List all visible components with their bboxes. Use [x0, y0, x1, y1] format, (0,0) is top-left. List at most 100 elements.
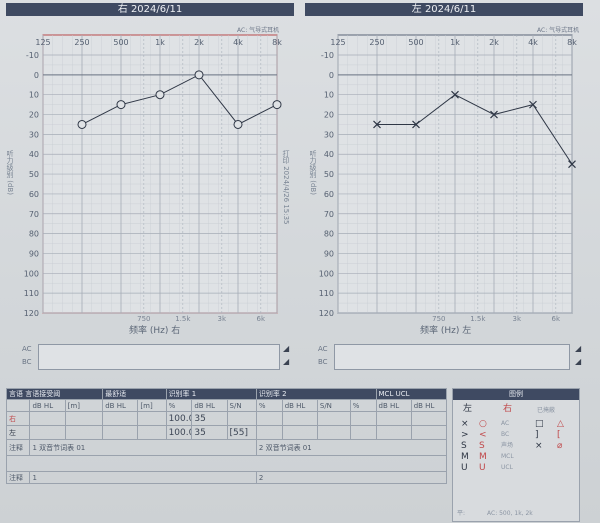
- left-point-1: [412, 120, 420, 129]
- left-db-label-5: 40: [324, 150, 334, 159]
- left-db-label-9: 80: [324, 230, 334, 239]
- left-db-label-12: 110: [319, 289, 334, 298]
- sub-13: dB HL: [410, 399, 448, 412]
- right-db-label-1: 0: [34, 71, 39, 80]
- sub-11: %: [349, 399, 377, 412]
- legend-col-right: 右: [503, 404, 513, 414]
- speech-comment-1: 1 双音节词表 01: [29, 439, 257, 456]
- left-chart-x-caption: 频率 (Hz) 左: [420, 326, 472, 336]
- left-subfreq-label-0: 750: [432, 315, 445, 323]
- legend-cell-2-1: S: [479, 441, 485, 451]
- right-threshold-line: [81, 74, 278, 126]
- speech-right-rec1-pct: 100.0: [165, 411, 193, 426]
- left-subfreq-label-2: 3k: [513, 315, 522, 323]
- speech-row-left-label: 左: [5, 425, 31, 440]
- right-freq-label-1: 250: [74, 38, 89, 47]
- right-subfreq-label-0: 750: [137, 315, 150, 323]
- right-freq-label-5: 4k: [233, 38, 243, 47]
- sub-6: dB HL: [191, 399, 228, 412]
- sub-3: dB HL: [102, 399, 139, 412]
- right-db-label-9: 80: [29, 230, 39, 239]
- right-subfreq-label-3: 6k: [257, 315, 266, 323]
- symbol-legend: 图例 左 右 已掩蔽 × ○ AC □ △ > < BC][S S 声场 × ⌀ M M MCL U U UCL …: [452, 388, 580, 522]
- right-db-label-5: 40: [29, 150, 39, 159]
- speech-comment-row: 注释 1 双音节词表 01 2 双音节词表 01: [5, 439, 448, 456]
- speech-row-right-label: 右: [5, 411, 31, 426]
- right-point-4: [233, 119, 243, 129]
- right-db-label-13: 120: [24, 309, 39, 318]
- right-point-0: [77, 119, 87, 129]
- legend-cell-1-3: ]: [535, 430, 539, 440]
- speech-blank-row: [6, 455, 447, 472]
- left-freq-label-3: 1k: [450, 38, 460, 47]
- speech-header-rec1: 识别率 1: [165, 388, 257, 400]
- speech-header-srt: 言语 言语接受阈: [5, 388, 104, 400]
- left-bc-tag: BC: [318, 358, 328, 366]
- right-db-label-11: 100: [24, 269, 39, 278]
- legend-cell-4-1: U: [479, 463, 486, 473]
- left-db-label-7: 60: [324, 190, 334, 199]
- right-db-label-10: 90: [29, 249, 39, 258]
- legend-cell-0-0: ×: [461, 419, 469, 429]
- right-freq-label-6: 8k: [272, 38, 282, 47]
- speech-left-rec1-pct: 100.0: [165, 425, 193, 440]
- left-freq-label-6: 8k: [567, 38, 577, 47]
- right-point-3: [194, 70, 204, 80]
- legend-cell-1-4: [: [557, 430, 561, 440]
- speech-row-left: 左 100.0 35 [55]: [5, 425, 448, 440]
- right-chart-header: 右 2024/6/11: [6, 3, 294, 16]
- legend-cell-2-3: ×: [535, 441, 543, 451]
- right-point-2: [155, 90, 165, 100]
- left-row-end-icon-2: ◢: [575, 357, 582, 366]
- right-db-label-7: 60: [29, 190, 39, 199]
- speech-row-right: 右 100.0 35: [5, 411, 448, 426]
- speech-header-mcl: 最舒适: [102, 388, 167, 400]
- legend-cell-2-0: S: [461, 441, 467, 451]
- legend-cell-4-2: UCL: [501, 464, 513, 471]
- right-row-end-icon-2: ◢: [283, 357, 290, 366]
- sub-0: [5, 399, 31, 412]
- speech-note-2: 2: [255, 471, 448, 484]
- sub-4: [m]: [137, 399, 167, 412]
- legend-cell-0-2: AC: [501, 420, 510, 427]
- left-subfreq-label-3: 6k: [552, 315, 561, 323]
- left-masking-row: [334, 344, 570, 370]
- legend-footer-value: AC: 500, 1k, 2k: [487, 510, 533, 517]
- left-point-4: [529, 100, 537, 109]
- right-db-label-4: 30: [29, 130, 39, 139]
- legend-col-left: 左: [463, 404, 473, 414]
- sub-9: dB HL: [281, 399, 318, 412]
- speech-right-rec1-db: 35: [191, 411, 228, 426]
- speech-header-ucl: MCL UCL: [375, 388, 448, 400]
- right-bc-tag: BC: [22, 358, 32, 366]
- right-db-label-8: 70: [29, 210, 39, 219]
- right-freq-label-2: 500: [113, 38, 128, 47]
- right-chart-x-caption: 频率 (Hz) 右: [129, 326, 181, 336]
- left-subfreq-label-1: 1.5k: [470, 315, 486, 323]
- right-db-label-6: 50: [29, 170, 39, 179]
- left-row-end-icon: ◢: [575, 344, 582, 353]
- legend-footer-label: 平:: [457, 510, 466, 517]
- legend-title: 图例: [453, 389, 579, 400]
- left-db-label-8: 70: [324, 210, 334, 219]
- right-row-end-icon: ◢: [283, 344, 290, 353]
- left-point-2: [451, 90, 459, 99]
- legend-cell-3-2: MCL: [501, 453, 514, 460]
- right-subfreq-label-2: 3k: [218, 315, 227, 323]
- left-chart-side-label: 听力级别 (dB): [309, 150, 317, 195]
- legend-cell-2-4: ⌀: [557, 441, 563, 451]
- left-db-label-4: 30: [324, 130, 334, 139]
- right-freq-label-4: 2k: [194, 38, 204, 47]
- left-freq-label-0: 125: [330, 38, 345, 47]
- sub-5: %: [165, 399, 193, 412]
- legend-cell-1-0: >: [461, 430, 469, 440]
- sub-12: dB HL: [375, 399, 412, 412]
- speech-left-rec1-sn: [55]: [226, 425, 257, 440]
- right-point-1: [116, 100, 126, 110]
- left-point-0: [373, 120, 381, 129]
- speech-comment-2: 2 双音节词表 01: [255, 439, 448, 456]
- legend-col-masked: 已掩蔽: [537, 407, 556, 414]
- left-db-label-10: 90: [324, 249, 334, 258]
- left-freq-label-2: 500: [408, 38, 423, 47]
